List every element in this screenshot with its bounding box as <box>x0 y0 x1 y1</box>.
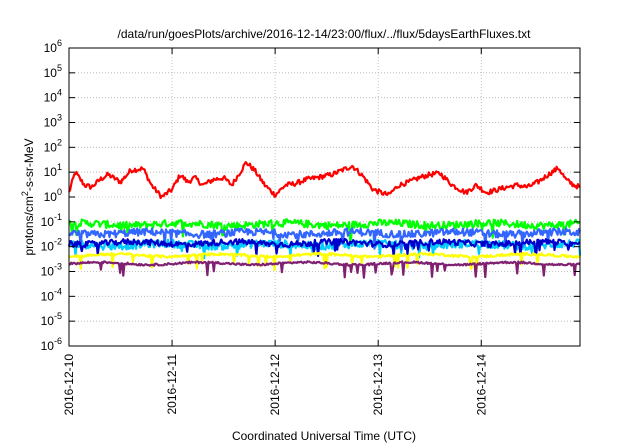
grid <box>69 48 580 346</box>
series-line <box>67 237 581 259</box>
y-tick-labels: 10-6 10-5 10-4 10-3 10-2 10-1 100 101 102 103 104 1… <box>41 38 62 353</box>
x-tick-label: 2016-12-11 <box>165 354 179 415</box>
series-layer <box>67 161 582 279</box>
y-tick-label: 106 <box>44 38 62 55</box>
y-tick-label: 10-4 <box>41 286 62 303</box>
x-tick-labels: 2016-12-10 2016-12-11 2016-12-12 2016-12-13… <box>62 354 488 416</box>
y-tick-label: 101 <box>44 162 62 179</box>
y-tick-label: 10-2 <box>41 237 62 254</box>
y-axis-label: protons/cm2-s-sr-MeV <box>20 138 36 255</box>
y-tick-label: 104 <box>44 88 62 105</box>
series-line <box>68 227 581 251</box>
x-axis-label: Coordinated Universal Time (UTC) <box>232 429 416 443</box>
y-tick-label: 10-1 <box>41 212 62 229</box>
x-tick-label: 2016-12-14 <box>474 354 488 416</box>
y-tick-label: 102 <box>44 137 62 154</box>
y-tick-label: 103 <box>44 113 62 130</box>
series-line <box>68 238 582 260</box>
series-line <box>68 251 581 272</box>
chart-title: /data/run/goesPlots/archive/2016-12-14/2… <box>118 27 532 41</box>
y-tick-label: 100 <box>44 187 62 204</box>
x-tick-label: 2016-12-10 <box>62 354 76 416</box>
y-tick-label: 105 <box>44 63 62 80</box>
series-line <box>68 161 581 200</box>
y-tick-label: 10-5 <box>41 311 62 328</box>
y-tick-label: 10-3 <box>41 262 62 279</box>
ticks <box>68 47 580 347</box>
series-line <box>68 260 581 279</box>
y-tick-label: 10-6 <box>41 336 62 353</box>
x-tick-label: 2016-12-12 <box>268 354 282 416</box>
x-tick-label: 2016-12-13 <box>371 354 385 416</box>
series-line <box>68 218 581 242</box>
